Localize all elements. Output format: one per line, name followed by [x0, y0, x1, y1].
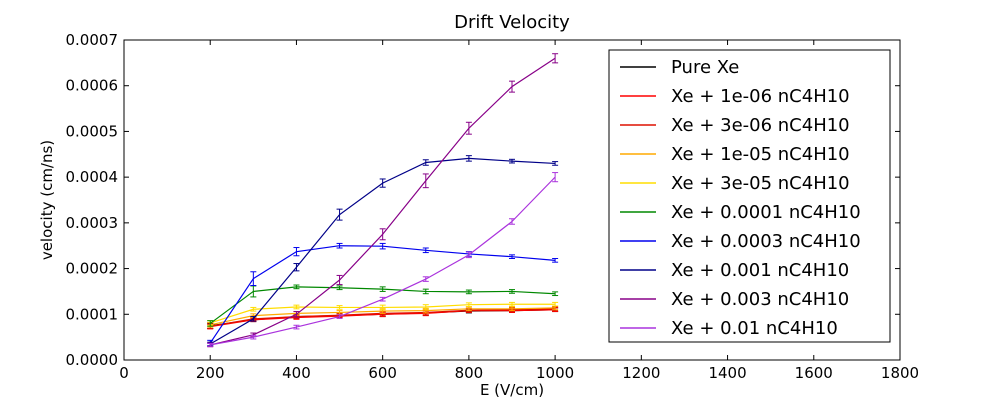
- legend-item: Xe + 1e-05 nC4H10: [620, 144, 850, 165]
- y-tick-label: 0.0003: [66, 214, 119, 232]
- series-line: [210, 57, 556, 346]
- legend-label: Pure Xe: [671, 57, 739, 78]
- y-tick-label: 0.0001: [66, 305, 119, 323]
- x-axis-label: E (V/cm): [480, 381, 544, 399]
- x-tick-label: 600: [368, 364, 397, 382]
- legend: Pure Xe Xe + 1e-06 nC4H10 Xe + 3e-06 nC4H1…: [608, 49, 891, 343]
- series-3: [207, 305, 559, 328]
- series-6: [207, 242, 559, 347]
- x-tick-label: 1400: [708, 364, 746, 382]
- y-tick-label: 0.0004: [66, 168, 119, 186]
- series-5: [207, 284, 559, 327]
- legend-label: Xe + 3e-06 nC4H10: [671, 115, 850, 136]
- x-tick-label: 0: [119, 364, 129, 382]
- x-tick-label: 1800: [881, 364, 919, 382]
- legend-item: Xe + 0.003 nC4H10: [620, 289, 849, 310]
- y-tick-label: 0.0005: [66, 122, 119, 140]
- legend-item: Xe + 3e-05 nC4H10: [620, 173, 850, 194]
- y-tick-label: 0.0002: [66, 260, 119, 278]
- legend-label: Xe + 0.001 nC4H10: [671, 260, 849, 281]
- y-axis-label: velocity (cm/ns): [38, 140, 56, 260]
- legend-item: Pure Xe: [620, 57, 739, 78]
- x-tick-label: 1200: [622, 364, 660, 382]
- x-tick-label: 1600: [795, 364, 833, 382]
- legend-item: Xe + 0.0003 nC4H10: [620, 231, 861, 252]
- legend-item: Xe + 0.0001 nC4H10: [620, 202, 861, 223]
- chart-title: Drift Velocity: [454, 12, 570, 33]
- y-tick-label: 0.0007: [66, 31, 119, 49]
- series-line: [209, 245, 556, 344]
- axis-ticks: 0 200 400 600 800 1000 1200 1400 1600 1800 0.0000 0…: [66, 31, 920, 382]
- legend-label: Xe + 1e-06 nC4H10: [671, 86, 850, 107]
- plot-frame: [123, 39, 901, 361]
- legend-item: Xe + 0.01 nC4H10: [620, 318, 838, 339]
- series-8: [207, 53, 559, 348]
- legend-label: Xe + 0.0001 nC4H10: [671, 202, 861, 223]
- legend-label: Xe + 1e-05 nC4H10: [671, 144, 850, 165]
- x-tick-label: 200: [196, 364, 225, 382]
- legend-label: Xe + 0.003 nC4H10: [671, 289, 849, 310]
- y-tick-label: 0.0006: [66, 77, 119, 95]
- series-layer: [207, 53, 559, 348]
- legend-box: [608, 49, 891, 343]
- legend-label: Xe + 0.0003 nC4H10: [671, 231, 861, 252]
- legend-item: Xe + 1e-06 nC4H10: [620, 86, 850, 107]
- x-tick-label: 800: [455, 364, 484, 382]
- legend-label: Xe + 3e-05 nC4H10: [671, 173, 850, 194]
- y-tick-label: 0.0000: [66, 351, 119, 369]
- legend-item: Xe + 3e-06 nC4H10: [620, 115, 850, 136]
- series-7: [207, 155, 559, 347]
- x-tick-label: 1000: [536, 364, 574, 382]
- x-tick-label: 400: [282, 364, 311, 382]
- legend-item: Xe + 0.001 nC4H10: [620, 260, 849, 281]
- series-9: [207, 172, 559, 347]
- legend-label: Xe + 0.01 nC4H10: [671, 318, 838, 339]
- series-4: [207, 301, 559, 326]
